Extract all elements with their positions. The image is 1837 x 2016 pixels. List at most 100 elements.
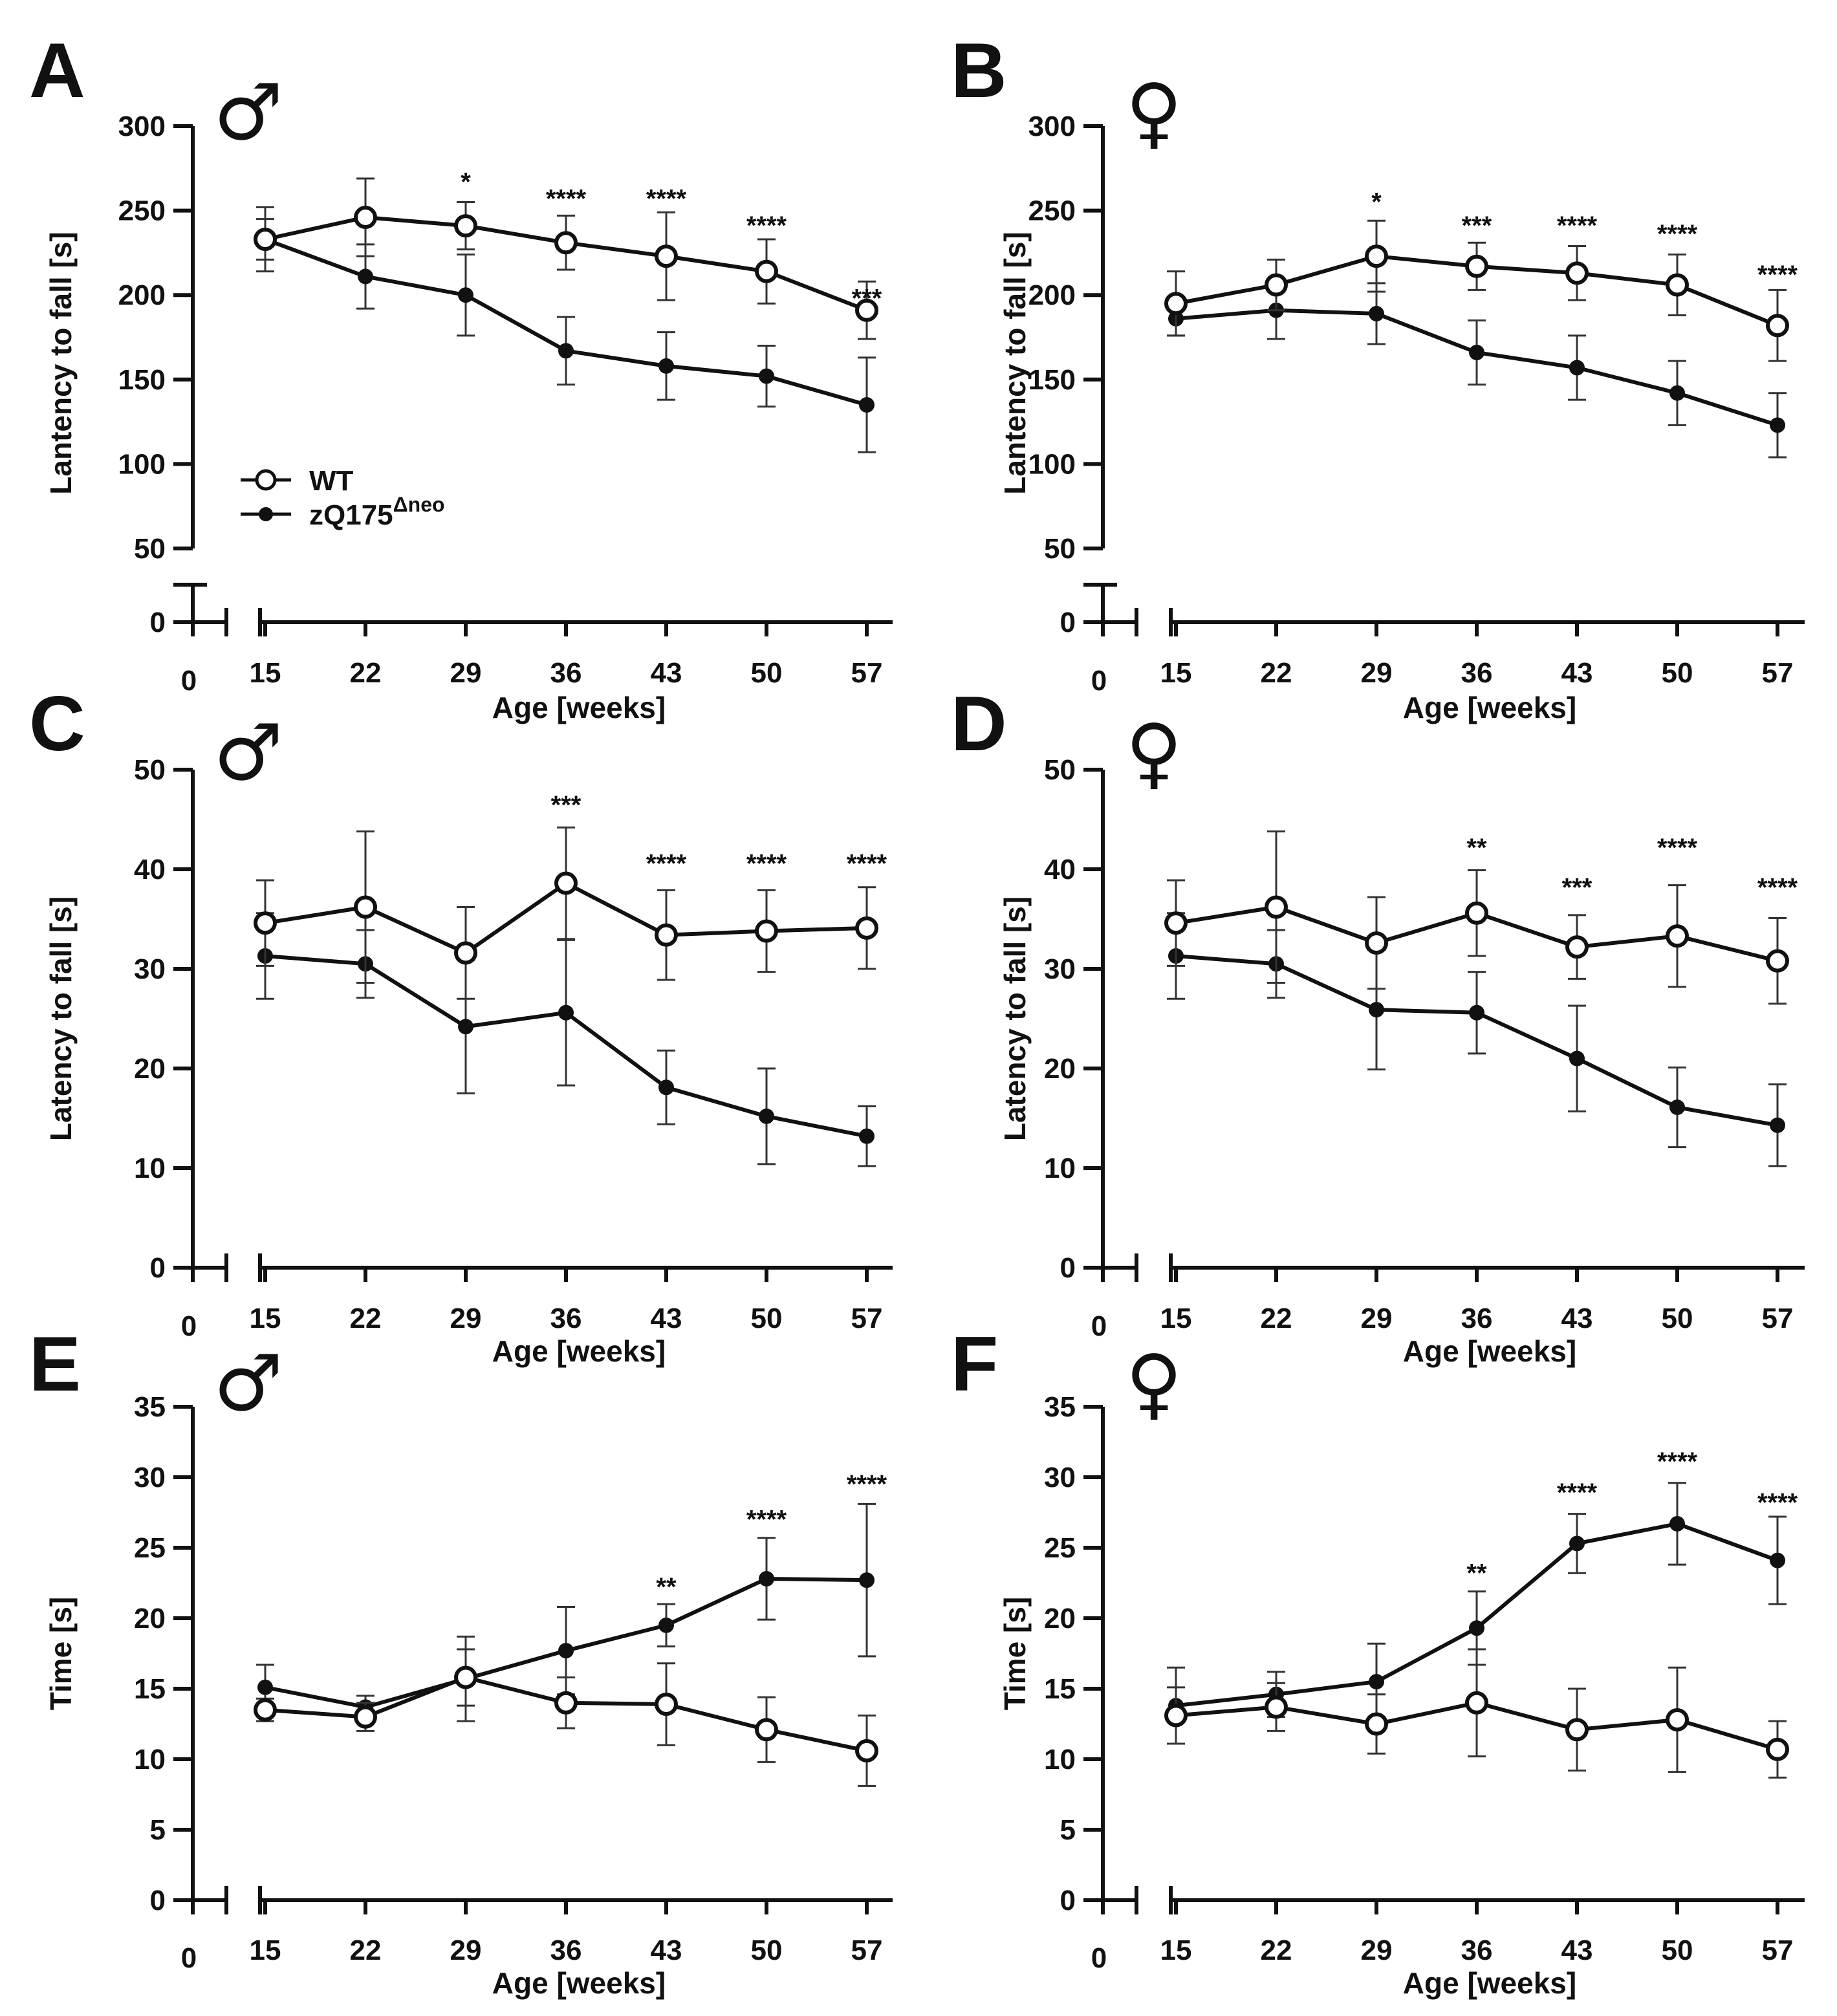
y-tick-label: 50 — [1044, 533, 1076, 565]
y-tick-label: 50 — [134, 754, 166, 786]
y-axis: 0 10 20 30 40 50 — [134, 754, 195, 1284]
data-point-open — [454, 214, 477, 238]
data-point-open — [1666, 1707, 1689, 1731]
series-wt — [1164, 1648, 1789, 1779]
data-point-filled — [558, 343, 574, 359]
y-tick-label: 10 — [134, 1744, 166, 1775]
data-point-filled — [859, 1128, 875, 1144]
significance-label: ** — [656, 1573, 677, 1601]
y-tick-label: 20 — [134, 1053, 166, 1085]
x-axis: 0 15 22 29 36 43 50 57 — [1091, 608, 1805, 697]
data-point-open — [1365, 1712, 1388, 1736]
x-tick-label: 57 — [851, 1935, 883, 1966]
data-point-filled — [1569, 1535, 1585, 1552]
data-point-open — [454, 941, 477, 965]
x-tick-label: 43 — [651, 657, 682, 689]
data-point-filled — [1669, 385, 1685, 401]
significance-label: **** — [1657, 834, 1698, 862]
data-point-filled — [1369, 1002, 1384, 1018]
data-point-open — [354, 895, 377, 919]
data-point-open — [1766, 314, 1789, 338]
y-tick-label: 50 — [1044, 754, 1076, 786]
x-tick-label: 36 — [1461, 1303, 1493, 1334]
y-tick-label: 30 — [1044, 953, 1076, 985]
significance-label: ** — [1466, 834, 1487, 862]
significance-label: *** — [852, 284, 882, 312]
x-tick-label: 15 — [250, 657, 281, 689]
data-point-open — [1465, 901, 1488, 925]
x-tick-label: 50 — [751, 657, 783, 689]
data-point-open — [1666, 924, 1689, 948]
data-point-open — [254, 911, 277, 935]
significance-label: *** — [1462, 211, 1492, 240]
panel-letter: B — [951, 27, 1007, 114]
x-axis-label: Age [weeks] — [492, 691, 666, 724]
x-axis: 0 15 22 29 36 43 50 57 — [1091, 1886, 1805, 1974]
x-axis: 0 15 22 29 36 43 50 57 — [1091, 1253, 1805, 1342]
x-axis-label: Age [weeks] — [1403, 691, 1576, 724]
data-point-open — [1465, 1691, 1488, 1715]
x-tick-label: 57 — [1762, 1303, 1794, 1334]
data-point-open — [554, 1691, 578, 1715]
significance-label: **** — [1657, 220, 1698, 248]
y-tick-label: 40 — [1044, 854, 1076, 885]
male-symbol-icon: ♂ — [213, 708, 283, 798]
data-point-filled — [458, 1019, 473, 1035]
y-tick-label: 250 — [1028, 195, 1076, 227]
data-point-open — [655, 1692, 678, 1716]
significance-label: * — [1371, 188, 1382, 217]
x-tick-label: 22 — [350, 1303, 382, 1334]
data-point-filled — [558, 1643, 574, 1659]
data-point-open — [1565, 261, 1589, 285]
y-tick-label: 40 — [134, 854, 166, 885]
x-tick-label: 15 — [1160, 1935, 1192, 1966]
y-axis: 50 100 150 200 250 300 0 — [118, 111, 207, 638]
y-tick-label: 35 — [1044, 1391, 1076, 1423]
data-point-open — [1465, 254, 1488, 278]
y-tick-label: 35 — [134, 1391, 166, 1423]
x-tick-label: 0 — [1091, 665, 1107, 697]
data-point-open — [855, 1739, 878, 1762]
data-point-filled — [1569, 360, 1585, 376]
panel-letter: F — [951, 1321, 998, 1407]
x-tick-label: 15 — [1160, 1303, 1192, 1334]
data-point-open — [855, 916, 878, 940]
x-tick-label: 50 — [751, 1303, 783, 1334]
significance-label: **** — [646, 184, 687, 213]
data-point-open — [1265, 273, 1288, 297]
x-axis-label: Age [weeks] — [1403, 1966, 1576, 2000]
y-axis-label: Lantency to fall [s] — [44, 232, 78, 494]
x-axis-label: Age [weeks] — [492, 1966, 666, 2000]
data-point-open — [454, 1665, 477, 1689]
data-point-filled — [257, 1679, 273, 1695]
y-tick-label: 5 — [1060, 1814, 1076, 1846]
data-point-filled — [658, 1617, 674, 1633]
y-axis-label: Latency to fall [s] — [998, 896, 1032, 1141]
x-tick-label: 36 — [1461, 657, 1493, 689]
y-tick-label: 0 — [1060, 1252, 1076, 1284]
series-wt — [254, 177, 878, 340]
data-point-filled — [358, 268, 373, 285]
x-tick-label: 29 — [450, 1303, 482, 1334]
x-tick-label: 0 — [181, 1310, 197, 1342]
x-tick-label: 50 — [1662, 1303, 1693, 1334]
y-tick-label: 100 — [118, 448, 166, 480]
x-tick-label: 50 — [751, 1935, 783, 1966]
series-wt — [1164, 830, 1789, 1005]
x-tick-label: 0 — [1091, 1942, 1107, 1974]
x-tick-label: 15 — [250, 1935, 281, 1966]
x-tick-label: 0 — [181, 1942, 197, 1974]
series-wt — [254, 1648, 878, 1787]
y-tick-label: 200 — [118, 279, 166, 311]
female-symbol-icon: ♀ — [1125, 708, 1182, 798]
y-tick-label: 50 — [134, 533, 166, 565]
data-point-open — [1265, 1695, 1288, 1719]
y-tick-label: 30 — [1044, 1462, 1076, 1493]
significance-label: **** — [746, 211, 787, 240]
male-symbol-icon: ♂ — [213, 68, 283, 158]
y-tick-label: 20 — [1044, 1053, 1076, 1085]
significance-label: **** — [1557, 211, 1598, 240]
y-tick-label: 20 — [134, 1603, 166, 1634]
panel-letter: A — [29, 27, 85, 114]
